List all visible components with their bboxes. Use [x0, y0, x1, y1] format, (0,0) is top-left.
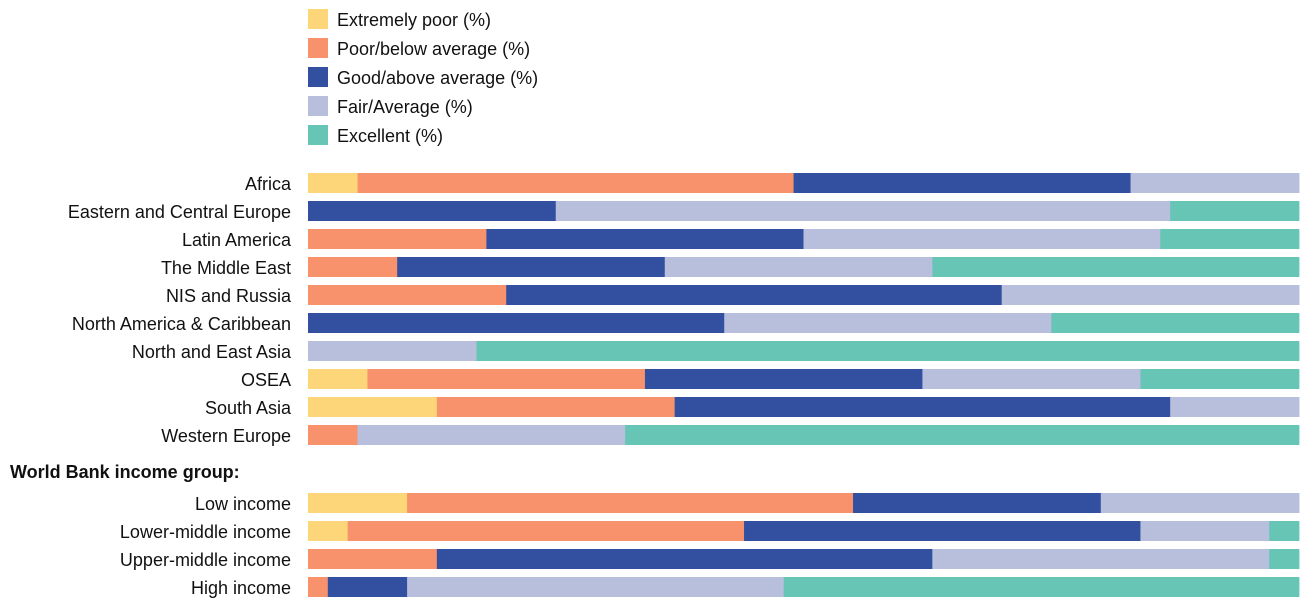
category-label-the-middle-east: The Middle East	[161, 258, 291, 278]
bar-segment-lower-middle-income-extremely-poor	[308, 521, 349, 541]
bar-segment-low-income-poor-below-average	[407, 493, 854, 513]
category-label-eastern-and-central-europe: Eastern and Central Europe	[68, 202, 291, 222]
legend-swatch-poor-below-average	[308, 38, 328, 58]
category-labels: Africa Eastern and Central Europe Latin Am…	[10, 174, 292, 598]
bar-segment-upper-middle-income-poor-below-average	[308, 549, 438, 569]
bar-segment-africa-extremely-poor	[308, 173, 358, 193]
bar-segment-lower-middle-income-good-above-average	[744, 521, 1141, 541]
bar-segment-south-asia-fair-average	[1170, 397, 1300, 417]
bar-segment-nis-and-russia-good-above-average	[506, 285, 1003, 305]
legend-swatch-excellent	[308, 125, 328, 145]
bar-segment-eastern-and-central-europe-fair-average	[555, 201, 1171, 221]
bar-segment-upper-middle-income-excellent	[1269, 549, 1300, 569]
bar-segment-eastern-and-central-europe-excellent	[1170, 201, 1300, 221]
bar-segment-south-asia-extremely-poor	[308, 397, 438, 417]
bar-segment-nis-and-russia-fair-average	[1001, 285, 1300, 305]
bar-segment-lower-middle-income-fair-average	[1140, 521, 1270, 541]
category-label-lower-middle-income: Lower-middle income	[120, 522, 291, 542]
bar-segment-latin-america-poor-below-average	[308, 229, 487, 249]
category-label-upper-middle-income: Upper-middle income	[120, 550, 291, 570]
category-label-africa: Africa	[245, 174, 292, 194]
legend-label-good-above-average: Good/above average (%)	[337, 68, 538, 88]
legend-label-poor-below-average: Poor/below average (%)	[337, 39, 530, 59]
bar-segment-low-income-good-above-average	[853, 493, 1102, 513]
group-heading: World Bank income group:	[10, 462, 240, 482]
bar-segment-low-income-fair-average	[1100, 493, 1300, 513]
bar-segment-latin-america-excellent	[1160, 229, 1300, 249]
bar-segment-lower-middle-income-poor-below-average	[347, 521, 745, 541]
bar-segment-osea-good-above-average	[644, 369, 923, 389]
bar-segment-high-income-poor-below-average	[308, 577, 329, 597]
legend-label-extremely-poor: Extremely poor (%)	[337, 10, 491, 30]
bar-segment-north-and-east-asia-fair-average	[308, 341, 477, 361]
bar-segment-upper-middle-income-good-above-average	[436, 549, 933, 569]
bar-segment-osea-poor-below-average	[367, 369, 646, 389]
bar-segment-western-europe-fair-average	[357, 425, 626, 445]
bar-segment-africa-good-above-average	[793, 173, 1131, 193]
bar-segment-low-income-extremely-poor	[308, 493, 408, 513]
bar-segment-high-income-good-above-average	[327, 577, 408, 597]
legend-swatch-fair-average	[308, 96, 328, 116]
bar-segment-south-asia-poor-below-average	[436, 397, 676, 417]
bar-segment-western-europe-poor-below-average	[308, 425, 358, 445]
category-label-north-america-caribbean: North America & Caribbean	[72, 314, 291, 334]
category-label-low-income: Low income	[195, 494, 291, 514]
bar-segment-north-and-east-asia-excellent	[476, 341, 1300, 361]
bar-segment-lower-middle-income-excellent	[1269, 521, 1300, 541]
bar-segment-the-middle-east-good-above-average	[397, 257, 666, 277]
bar-segment-osea-fair-average	[922, 369, 1141, 389]
bar-segment-south-asia-good-above-average	[674, 397, 1171, 417]
legend-label-excellent: Excellent (%)	[337, 126, 443, 146]
bar-segment-western-europe-excellent	[625, 425, 1300, 445]
bar-segment-upper-middle-income-fair-average	[932, 549, 1270, 569]
bar-segment-north-america-caribbean-excellent	[1051, 313, 1300, 333]
category-label-western-europe: Western Europe	[161, 426, 291, 446]
category-label-osea: OSEA	[241, 370, 291, 390]
legend-label-fair-average: Fair/Average (%)	[337, 97, 473, 117]
legend-swatch-good-above-average	[308, 67, 328, 87]
category-label-north-and-east-asia: North and East Asia	[132, 342, 292, 362]
bar-segment-the-middle-east-poor-below-average	[308, 257, 398, 277]
bar-segment-eastern-and-central-europe-good-above-average	[308, 201, 557, 221]
category-label-nis-and-russia: NIS and Russia	[166, 286, 292, 306]
bar-segment-north-america-caribbean-good-above-average	[308, 313, 725, 333]
bar-segment-osea-excellent	[1140, 369, 1300, 389]
legend-swatch-extremely-poor	[308, 9, 328, 29]
bar-segment-high-income-fair-average	[407, 577, 785, 597]
bar-segment-africa-poor-below-average	[357, 173, 794, 193]
bars-area	[308, 173, 1300, 597]
bar-segment-latin-america-fair-average	[803, 229, 1161, 249]
bar-segment-latin-america-good-above-average	[486, 229, 804, 249]
bar-segment-high-income-excellent	[783, 577, 1300, 597]
category-label-south-asia: South Asia	[205, 398, 292, 418]
bar-segment-the-middle-east-fair-average	[664, 257, 933, 277]
bar-segment-north-america-caribbean-fair-average	[724, 313, 1052, 333]
category-label-latin-america: Latin America	[182, 230, 292, 250]
bar-segment-osea-extremely-poor	[308, 369, 368, 389]
bar-segment-africa-fair-average	[1130, 173, 1300, 193]
chart-legend: Extremely poor (%) Poor/below average (%)…	[308, 9, 538, 146]
category-label-high-income: High income	[191, 578, 291, 598]
bar-segment-the-middle-east-excellent	[932, 257, 1300, 277]
bar-segment-nis-and-russia-poor-below-average	[308, 285, 507, 305]
